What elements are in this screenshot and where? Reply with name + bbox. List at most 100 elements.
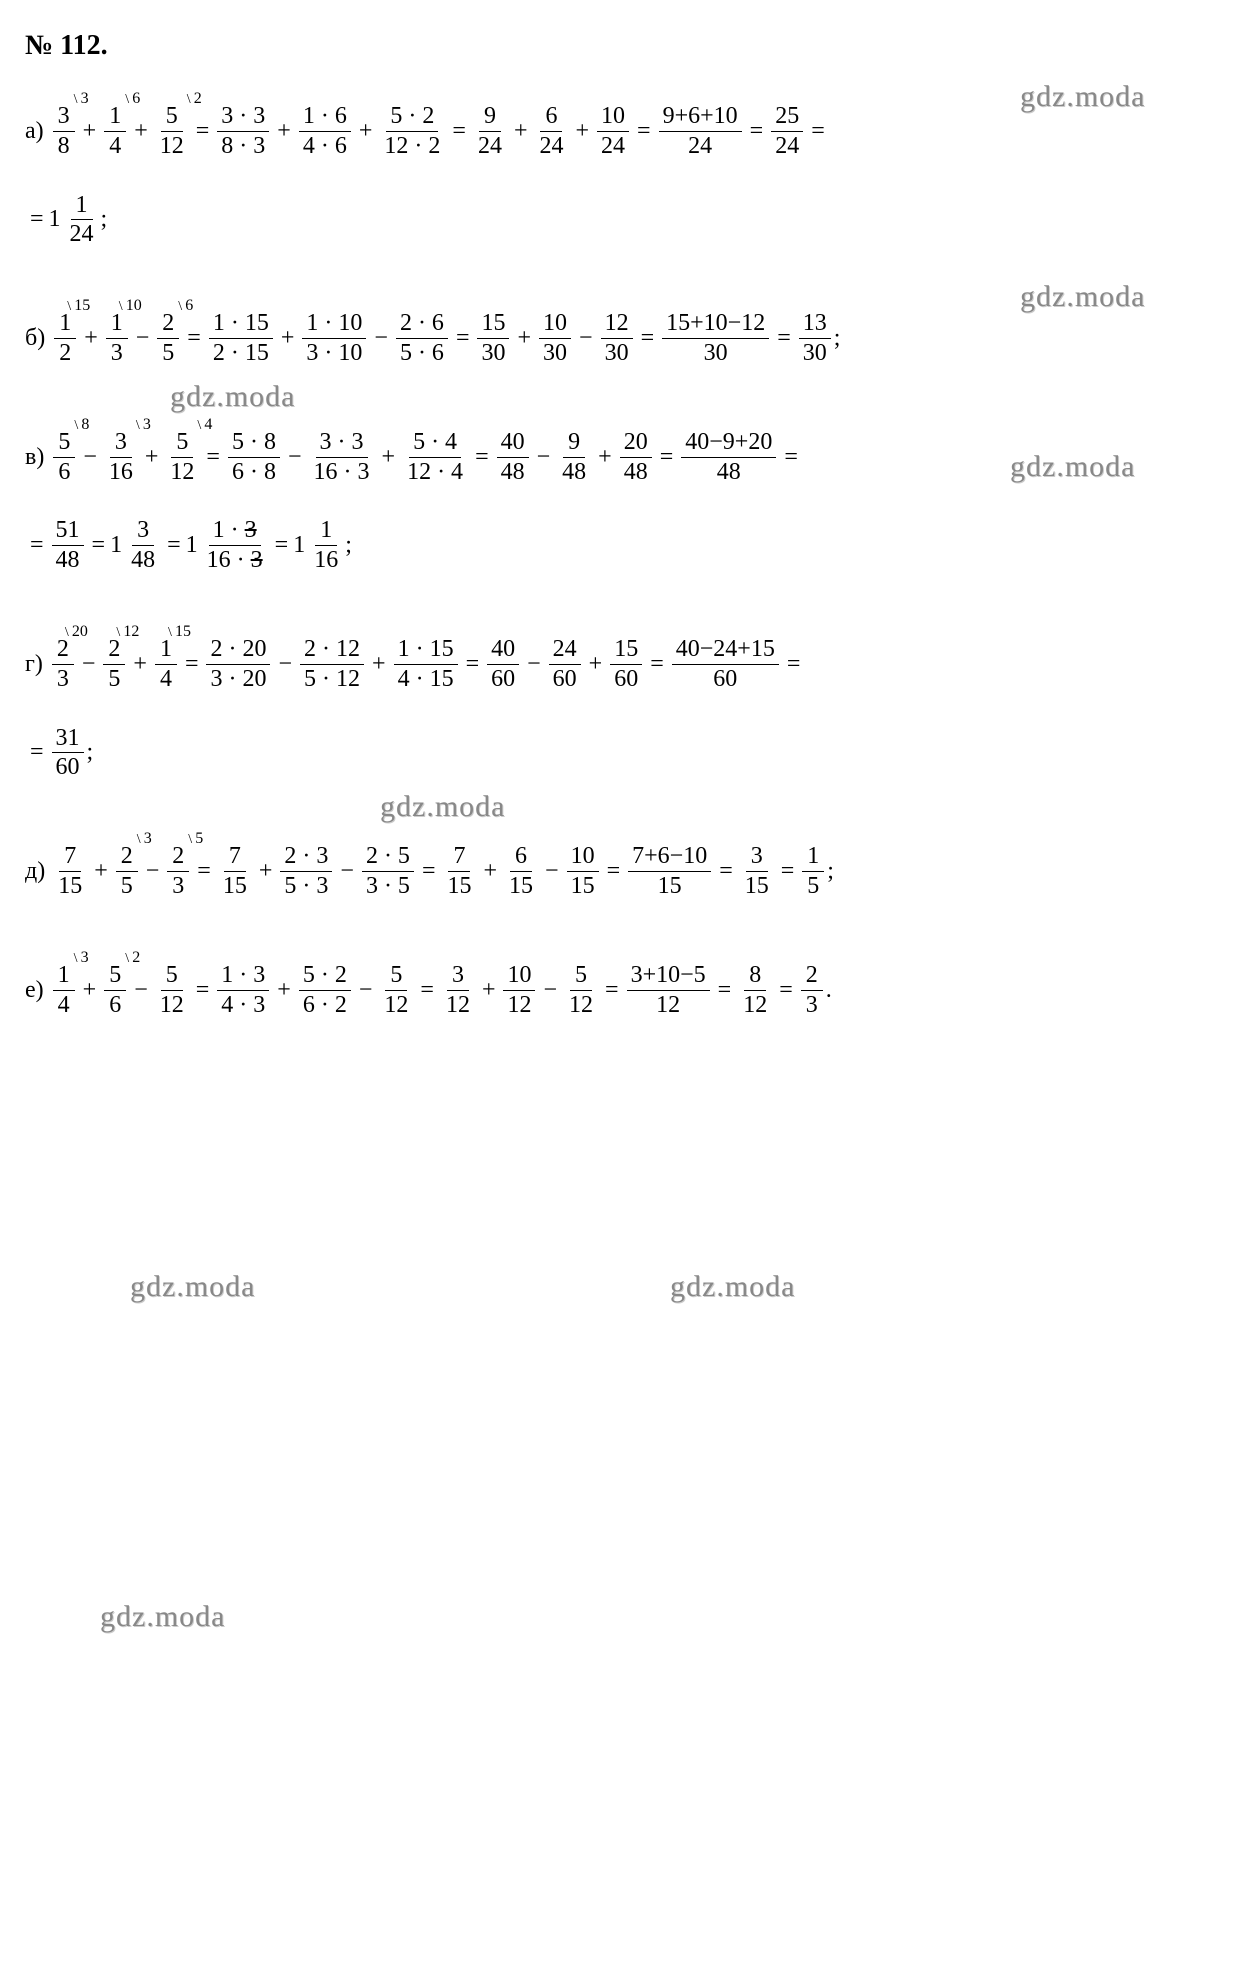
fraction: 3+10−512 (627, 961, 710, 1020)
mixed-number: 11 · 316 · 3 (186, 516, 270, 575)
fraction: 1 · 103 · 10 (302, 309, 366, 368)
fraction: 948 (558, 428, 590, 487)
equation-line: д) 715 + 253 − 235 = 715 + 2 · 35 · 3 − … (25, 842, 1219, 901)
fraction: 1012 (503, 961, 535, 1020)
fraction: 2 · 125 · 12 (300, 635, 364, 694)
problem-label: е) (25, 977, 44, 1004)
fraction: 715 (54, 842, 86, 901)
fraction: 3 · 38 · 3 (217, 102, 269, 161)
fraction: 512 (565, 961, 597, 1020)
fraction: 4060 (487, 635, 519, 694)
problem-b: б) 1215 + 1310 − 256 = 1 · 152 · 15 + 1 … (25, 309, 1219, 368)
equation-line: в) 568 − 3163 + 5124 = 5 · 86 · 8 − 3 · … (25, 428, 1219, 487)
fraction: 40−24+1560 (672, 635, 779, 694)
fraction: 5 · 412 · 4 (403, 428, 467, 487)
fraction: 715 (443, 842, 475, 901)
fraction: 312 (442, 961, 474, 1020)
plus-op: + (134, 118, 148, 145)
fraction: 1415 (155, 635, 177, 694)
fraction: 1 · 154 · 15 (394, 635, 458, 694)
equation-line: = 3160 ; (25, 724, 1219, 783)
fraction: 2 · 65 · 6 (396, 309, 448, 368)
equals-op: = (196, 118, 210, 145)
fraction: 3 · 316 · 3 (310, 428, 374, 487)
plus-op: + (83, 118, 97, 145)
punctuation: ; (827, 858, 834, 885)
fraction: 5 · 26 · 2 (299, 961, 351, 1020)
fraction: 143 (53, 961, 75, 1020)
fraction: 1015 (567, 842, 599, 901)
fraction: 812 (739, 961, 771, 1020)
fraction: 2 · 35 · 3 (280, 842, 332, 901)
fraction: 2512 (103, 635, 125, 694)
fraction: 2 · 53 · 5 (362, 842, 414, 901)
fraction: 2524 (771, 102, 803, 161)
fraction: 4048 (497, 428, 529, 487)
fraction: 1560 (610, 635, 642, 694)
punctuation: ; (87, 739, 94, 766)
fraction: 5148 (52, 516, 84, 575)
problem-d: г) 2320 − 2512 + 1415 = 2 · 203 · 20 − 2… (25, 635, 1219, 782)
problem-label: б) (25, 325, 45, 352)
fraction: 1030 (539, 309, 571, 368)
equation-line: г) 2320 − 2512 + 1415 = 2 · 203 · 20 − 2… (25, 635, 1219, 694)
problem-f: е) 143 + 562 − 512 = 1 · 34 · 3 + 5 · 26… (25, 961, 1219, 1020)
fraction: 15+10−1230 (662, 309, 769, 368)
fraction: 1024 (597, 102, 629, 161)
fraction: 5 · 212 · 2 (380, 102, 444, 161)
fraction: 235 (167, 842, 189, 901)
fraction: 924 (474, 102, 506, 161)
fraction: 1310 (106, 309, 128, 368)
punctuation: ; (834, 325, 841, 352)
problem-e: д) 715 + 253 − 235 = 715 + 2 · 35 · 3 − … (25, 842, 1219, 901)
equation-line: а) 383 + 146 + 5122 = 3 · 38 · 3 + 1 · 6… (25, 102, 1219, 161)
fraction: 2 · 203 · 20 (206, 635, 270, 694)
fraction: 383 (53, 102, 75, 161)
fraction: 256 (157, 309, 179, 368)
equation-line: = 1124 ; (25, 191, 1219, 250)
watermark: gdz.moda (670, 1270, 795, 1304)
fraction: 5 · 86 · 8 (228, 428, 280, 487)
fraction: 1 · 64 · 6 (299, 102, 351, 161)
punctuation: ; (345, 532, 352, 559)
fraction: 5122 (156, 102, 188, 161)
fraction: 2048 (620, 428, 652, 487)
problem-label: г) (25, 651, 43, 678)
fraction: 512 (156, 961, 188, 1020)
fraction: 1 · 34 · 3 (217, 961, 269, 1020)
fraction: 562 (104, 961, 126, 1020)
problem-label: в) (25, 444, 44, 471)
equation-line: б) 1215 + 1310 − 256 = 1 · 152 · 15 + 1 … (25, 309, 1219, 368)
fraction: 9+6+1024 (659, 102, 742, 161)
watermark: gdz.moda (130, 1270, 255, 1304)
problem-label: а) (25, 118, 44, 145)
punctuation: . (826, 977, 832, 1004)
watermark: gdz.moda (100, 1600, 225, 1634)
watermark: gdz.moda (380, 790, 505, 824)
fraction: 40−9+2048 (681, 428, 776, 487)
mixed-number: 1124 (49, 191, 101, 250)
punctuation: ; (101, 206, 108, 233)
fraction: 3160 (52, 724, 84, 783)
problem-label: д) (25, 858, 45, 885)
page-title: № 112. (25, 30, 1219, 62)
fraction: 315 (741, 842, 773, 901)
problem-c: в) 568 − 3163 + 5124 = 5 · 86 · 8 − 3 · … (25, 428, 1219, 575)
fraction: 1330 (799, 309, 831, 368)
equation-line: = 5148 = 1348 = 11 · 316 · 3 = 1116 ; (25, 516, 1219, 575)
fraction: 512 (380, 961, 412, 1020)
fraction: 615 (505, 842, 537, 901)
fraction: 2460 (549, 635, 581, 694)
fraction: 253 (116, 842, 138, 901)
fraction: 3163 (105, 428, 137, 487)
problem-a: а) 383 + 146 + 5122 = 3 · 38 · 3 + 1 · 6… (25, 102, 1219, 249)
mixed-number: 1116 (293, 516, 345, 575)
mixed-number: 1348 (110, 516, 162, 575)
fraction: 568 (53, 428, 75, 487)
fraction: 5124 (166, 428, 198, 487)
fraction: 23 (801, 961, 823, 1020)
watermark: gdz.moda (170, 380, 295, 414)
fraction: 7+6−1015 (628, 842, 711, 901)
fraction: 1230 (601, 309, 633, 368)
fraction: 715 (219, 842, 251, 901)
